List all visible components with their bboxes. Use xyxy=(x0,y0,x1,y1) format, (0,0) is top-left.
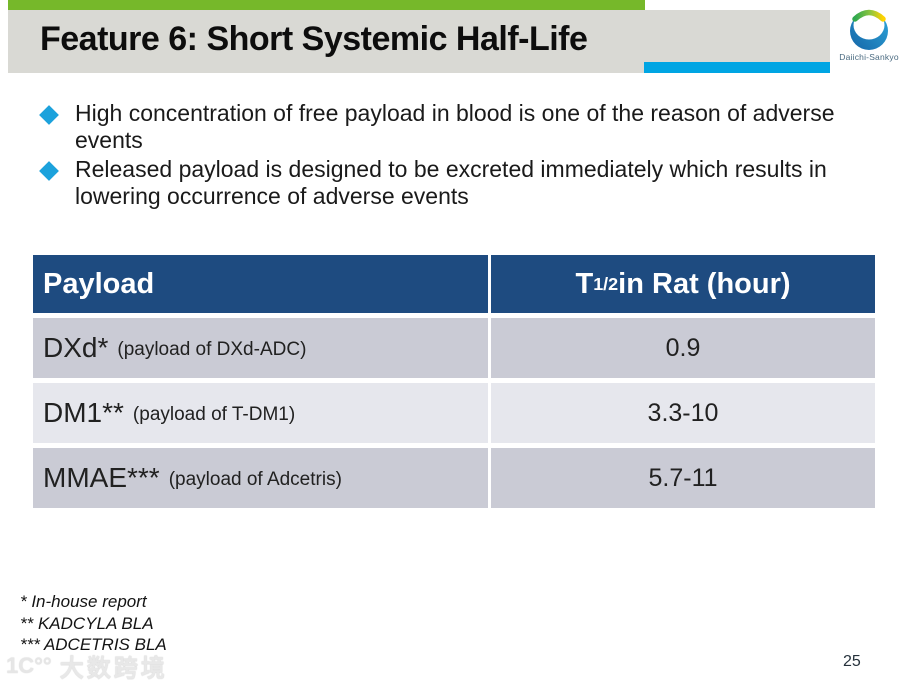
footnote-line: * In-house report xyxy=(20,592,147,611)
table-header-row: Payload T 1/2 in Rat (hour) xyxy=(33,255,875,313)
payload-cell: DXd* (payload of DXd-ADC) xyxy=(33,318,488,378)
watermark-logo-icon: 1C°° xyxy=(6,652,52,678)
column-header-payload: Payload xyxy=(33,255,488,313)
watermark: 1C°° 大数跨境 xyxy=(6,648,168,683)
half-life-value: 5.7-11 xyxy=(648,463,718,492)
payload-name: DXd* xyxy=(43,332,109,363)
diamond-bullet-icon xyxy=(39,105,59,125)
table-row: MMAE*** (payload of Adcetris) 5.7-11 xyxy=(33,448,875,508)
payload-name: MMAE*** xyxy=(43,462,160,493)
column-header-half-life: T 1/2 in Rat (hour) xyxy=(491,255,875,313)
bullet-item: High concentration of free payload in bl… xyxy=(36,100,892,154)
half-life-cell: 5.7-11 xyxy=(491,448,875,508)
footnotes: * In-house report ** KADCYLA BLA *** ADC… xyxy=(20,591,167,656)
bullet-text: Released payload is designed to be excre… xyxy=(75,156,827,209)
company-logo-text: Daiichi-Sankyo xyxy=(839,52,899,62)
top-green-accent-bar xyxy=(8,0,645,10)
half-life-cell: 0.9 xyxy=(491,318,875,378)
payload-note: (payload of T-DM1) xyxy=(132,404,296,425)
cyan-accent-bar xyxy=(644,62,836,73)
half-life-value: 3.3-10 xyxy=(647,398,719,427)
page-number: 25 xyxy=(843,653,861,670)
footnote-line: ** KADCYLA BLA xyxy=(20,613,154,633)
half-life-table: Payload T 1/2 in Rat (hour) DXd* (payload… xyxy=(33,255,875,513)
payload-note: (payload of Adcetris) xyxy=(168,469,342,490)
payload-note: (payload of DXd-ADC) xyxy=(117,339,307,360)
payload-cell: DM1** (payload of T-DM1) xyxy=(33,383,488,443)
footnote-line: *** ADCETRIS BLA xyxy=(20,635,167,654)
half-life-unit: in Rat (hour) xyxy=(618,267,791,300)
daiichi-sankyo-globe-icon xyxy=(850,9,888,50)
payload-name: DM1** xyxy=(43,397,124,428)
half-life-cell: 3.3-10 xyxy=(491,383,875,443)
table-row: DM1** (payload of T-DM1) 3.3-10 xyxy=(33,383,875,443)
diamond-bullet-icon xyxy=(39,161,59,181)
table-row: DXd* (payload of DXd-ADC) 0.9 xyxy=(33,318,875,378)
company-logo: Daiichi-Sankyo xyxy=(830,0,908,73)
payload-cell: MMAE*** (payload of Adcetris) xyxy=(33,448,488,508)
half-life-symbol: T xyxy=(575,267,594,300)
bullet-text: High concentration of free payload in bl… xyxy=(75,100,835,153)
half-life-value: 0.9 xyxy=(665,333,701,362)
watermark-label: 大数跨境 xyxy=(59,655,168,682)
bullet-item: Released payload is designed to be excre… xyxy=(36,156,892,210)
bullet-list: High concentration of free payload in bl… xyxy=(36,100,892,212)
page-title: Feature 6: Short Systemic Half-Life xyxy=(40,20,588,58)
